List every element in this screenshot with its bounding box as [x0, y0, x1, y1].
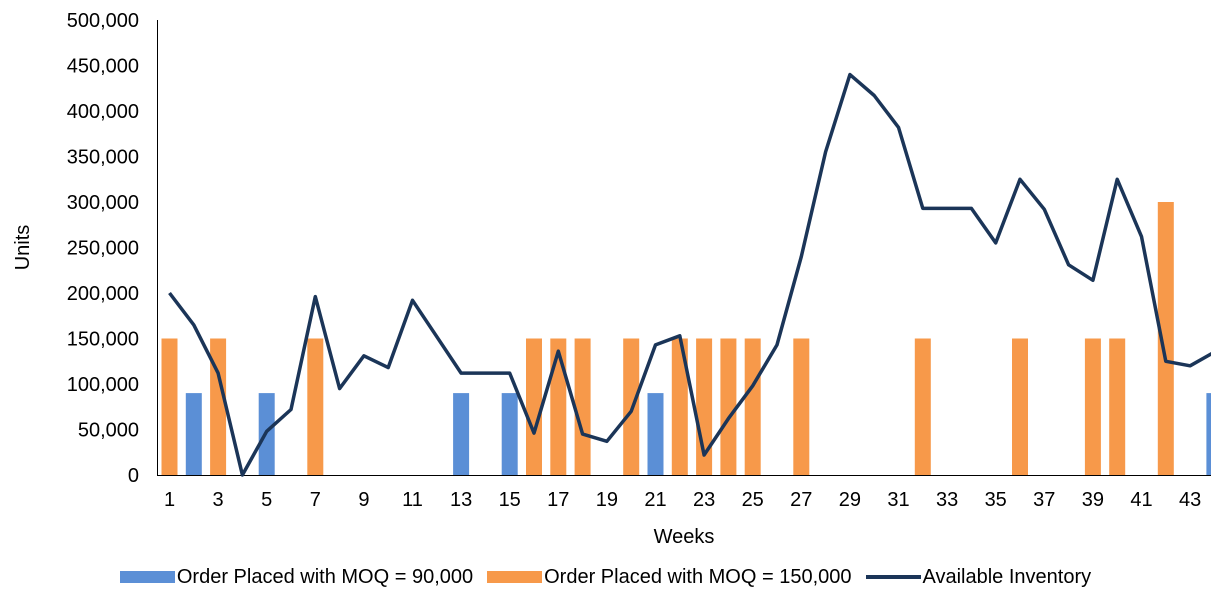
x-tick-label: 9 — [358, 489, 369, 511]
bar-moq-150000 — [526, 339, 542, 476]
y-tick-label: 450,000 — [67, 56, 139, 78]
x-tick-label: 7 — [310, 489, 321, 511]
legend-item-moq-150000: Order Placed with MOQ = 150,000 — [487, 566, 851, 589]
available-inventory-line — [170, 75, 1211, 475]
bar-moq-150000 — [745, 339, 761, 476]
bar-moq-150000 — [915, 339, 931, 476]
x-tick-label: 37 — [1033, 489, 1055, 511]
bar-moq-150000 — [793, 339, 809, 476]
x-tick-label: 41 — [1130, 489, 1152, 511]
x-tick-label: 43 — [1179, 489, 1201, 511]
x-tick-label: 15 — [499, 489, 521, 511]
x-tick-label: 35 — [985, 489, 1007, 511]
x-tick-label: 19 — [596, 489, 618, 511]
legend-label-moq-90000: Order Placed with MOQ = 90,000 — [177, 566, 473, 589]
x-tick-label: 25 — [742, 489, 764, 511]
bar-moq-150000 — [1012, 339, 1028, 476]
bar-moq-90000 — [1206, 393, 1211, 475]
y-tick-label: 100,000 — [67, 374, 139, 396]
bar-moq-150000 — [575, 339, 591, 476]
y-tick-label: 300,000 — [67, 192, 139, 214]
y-axis-title: Units — [12, 225, 34, 271]
bar-moq-150000 — [1109, 339, 1125, 476]
bar-moq-150000 — [162, 339, 178, 476]
y-tick-label: 200,000 — [67, 283, 139, 305]
x-tick-label: 13 — [450, 489, 472, 511]
x-tick-label: 33 — [936, 489, 958, 511]
x-tick-label: 17 — [547, 489, 569, 511]
x-tick-label: 23 — [693, 489, 715, 511]
x-tick-label: 5 — [261, 489, 272, 511]
legend-item-moq-90000: Order Placed with MOQ = 90,000 — [120, 566, 473, 589]
y-tick-label: 350,000 — [67, 147, 139, 169]
x-tick-label: 31 — [887, 489, 909, 511]
bar-moq-90000 — [186, 393, 202, 475]
bar-moq-90000 — [453, 393, 469, 475]
inventory-chart: 0 50,000 100,000 150,000 200,000 250,000 300,0… — [0, 0, 1211, 566]
bar-moq-150000 — [720, 339, 736, 476]
bars-group — [162, 202, 1211, 475]
x-tick-label: 29 — [839, 489, 861, 511]
bar-moq-150000 — [307, 339, 323, 476]
legend-swatch-moq-90000 — [120, 571, 175, 583]
legend-swatch-moq-150000 — [487, 571, 542, 583]
x-tick-label: 21 — [644, 489, 666, 511]
x-tick-label: 1 — [164, 489, 175, 511]
bar-moq-150000 — [1085, 339, 1101, 476]
y-tick-label: 250,000 — [67, 238, 139, 260]
y-tick-label: 150,000 — [67, 329, 139, 351]
bar-moq-150000 — [550, 339, 566, 476]
x-tick-label: 11 — [402, 489, 423, 511]
x-axis-title: Weeks — [654, 526, 715, 548]
y-axis-ticks: 0 50,000 100,000 150,000 200,000 250,000 300,0… — [67, 10, 139, 487]
x-tick-label: 3 — [213, 489, 224, 511]
x-tick-label: 27 — [790, 489, 812, 511]
legend-label-moq-150000: Order Placed with MOQ = 150,000 — [544, 566, 851, 589]
x-tick-label: 39 — [1082, 489, 1104, 511]
y-tick-label: 400,000 — [67, 101, 139, 123]
legend-item-inventory: Available Inventory — [866, 566, 1092, 589]
legend-label-inventory: Available Inventory — [923, 566, 1092, 589]
chart-legend: Order Placed with MOQ = 90,000 Order Pla… — [0, 566, 1211, 588]
bar-moq-90000 — [502, 393, 518, 475]
bar-moq-90000 — [648, 393, 664, 475]
legend-swatch-inventory — [866, 575, 921, 579]
y-tick-label: 500,000 — [67, 10, 139, 32]
y-tick-label: 0 — [128, 465, 139, 487]
y-tick-label: 50,000 — [78, 420, 139, 442]
